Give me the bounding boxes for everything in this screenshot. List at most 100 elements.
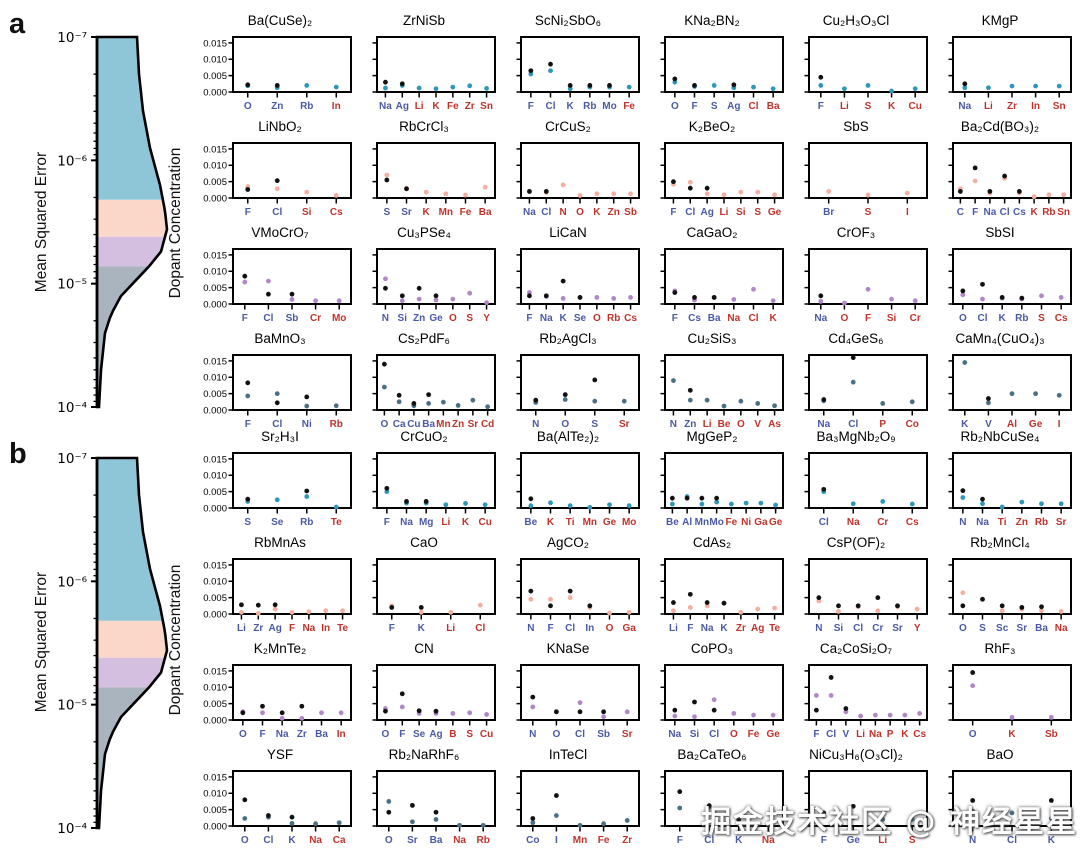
element-label: Fe (726, 517, 738, 528)
element-label: S (711, 101, 718, 112)
colored-dot (687, 179, 693, 185)
colored-dot (912, 298, 918, 304)
colored-dot (1058, 501, 1064, 507)
subplot-canvas: F Ge Li S (804, 770, 928, 846)
colored-dot (333, 84, 339, 90)
colored-dot (416, 85, 422, 91)
colored-dot (671, 378, 676, 383)
colored-dot (607, 502, 612, 508)
colored-dot (587, 504, 593, 510)
subplot-title: Ba₃MgNb₂O₉ (816, 429, 896, 444)
element-label: Ge (1029, 419, 1043, 430)
subplot-title: VMoCrO₇ (251, 225, 309, 240)
subplot-canvas: 0.000 0.005 0.010 0.015 O Zn Rb In (203, 36, 352, 112)
black-dot (1016, 189, 1022, 194)
subplot-b-1-0: RbMnAs 0.000 0.005 0.010 0.015 Li Zr Ag F Na In Te (203, 533, 352, 639)
subplot-title: Sr₂H₃I (261, 429, 299, 444)
colored-dot (239, 609, 244, 615)
black-dot (274, 83, 280, 88)
element-label: Br (823, 207, 834, 218)
element-label: Li (446, 623, 455, 634)
element-label: Cs (906, 517, 919, 528)
colored-dot (875, 608, 881, 614)
black-dot (260, 703, 265, 709)
colored-dot (601, 714, 606, 720)
colored-dot (826, 189, 832, 194)
black-dot (242, 797, 248, 803)
element-label: Te (331, 517, 342, 528)
subplot-canvas: N Na Ti Zn Rb Sr (948, 452, 1072, 528)
subplot-a-2-0: VMoCrO₇ 0.000 0.005 0.010 0.015 F Cl Sb Cr Mo (203, 223, 352, 329)
subplot-canvas: F Cl K Na (660, 770, 784, 846)
subplot-b-3-4: NiCu₃H₆(O₃Cl)₂ F Ge Li S (784, 745, 928, 851)
element-label: Li (415, 101, 424, 112)
element-label: O (449, 313, 457, 324)
colored-dot (621, 398, 627, 404)
element-label: Sr (468, 419, 479, 430)
black-dot (279, 710, 285, 716)
colored-dot (272, 606, 278, 612)
conc-tick-label: 0.000 (203, 193, 227, 204)
element-label: Na (540, 313, 553, 324)
black-dot (587, 83, 593, 88)
element-label: Cl (685, 207, 695, 218)
colored-dot (770, 712, 776, 718)
colored-dot (1058, 608, 1064, 614)
element-label: Na (869, 729, 882, 740)
colored-dot (279, 715, 285, 721)
black-dot (684, 495, 690, 501)
element-label: Ba (422, 419, 435, 430)
colored-dot (836, 608, 841, 614)
element-label: N (959, 517, 966, 528)
subplot-title: Cu₂H₃O₃Cl (822, 13, 890, 28)
subplot-title: NiCu₃H₆(O₃Cl)₂ (809, 747, 903, 762)
element-label: Rb (300, 517, 313, 528)
colored-dot (306, 609, 312, 615)
element-label: Li (856, 729, 865, 740)
black-dot (592, 377, 598, 383)
subplot-title: RbCrCl₃ (399, 119, 449, 134)
colored-dot (383, 85, 388, 91)
violin-band-0 (97, 458, 167, 621)
colored-dot (423, 189, 429, 195)
colored-dot (567, 503, 573, 509)
black-dot (601, 709, 606, 715)
colored-dot (289, 609, 295, 615)
element-label: N (527, 623, 534, 634)
colored-dot (872, 712, 878, 718)
colored-dot (1019, 499, 1025, 505)
black-dot (433, 809, 439, 815)
subplot-a-1-0: LiNbO₂ 0.000 0.005 0.010 0.015 F Cl Si Cs (203, 117, 352, 223)
element-label: Sr (1056, 517, 1067, 528)
black-dot (687, 591, 693, 597)
subplot-a-1-1: RbCrCl₃ S Sr K Mn Fe Ba (352, 117, 496, 223)
element-label: Al (682, 517, 692, 528)
subplot-title: CrCuS₂ (545, 119, 591, 134)
element-label: O (959, 313, 967, 324)
colored-dot (323, 608, 329, 614)
element-label: Rb (330, 419, 343, 430)
colored-dot (410, 819, 415, 825)
colored-dot (980, 296, 985, 302)
element-label: K (720, 623, 728, 634)
element-label: Cs (1013, 207, 1026, 218)
subplot-b-2-3: CoPO₃ Na Si Cl O Fe Ge (640, 639, 784, 745)
subplot-b-2-0: K₂MnTe₂ 0.000 0.005 0.010 0.015 O F Na Zr Ba In (203, 639, 352, 745)
conc-tick-label: 0.000 (203, 503, 227, 514)
colored-dot (577, 700, 583, 706)
element-label: Ga (622, 623, 636, 634)
colored-dot (260, 710, 265, 716)
conc-tick-label: 0.005 (203, 389, 227, 400)
element-label: O (244, 101, 252, 112)
element-label: Cl (978, 313, 988, 324)
element-label: S (383, 207, 390, 218)
subplot-b-1-2: AgCO₂ N F Cl In O Ga (496, 533, 640, 639)
colored-dot (594, 191, 600, 197)
element-label: Mo (709, 517, 723, 528)
element-label: S (865, 207, 872, 218)
element-label: F (528, 101, 534, 112)
black-dot (543, 293, 549, 299)
element-label: Cs (688, 313, 701, 324)
element-label: Zn (413, 313, 425, 324)
element-label: Ni (302, 419, 312, 430)
